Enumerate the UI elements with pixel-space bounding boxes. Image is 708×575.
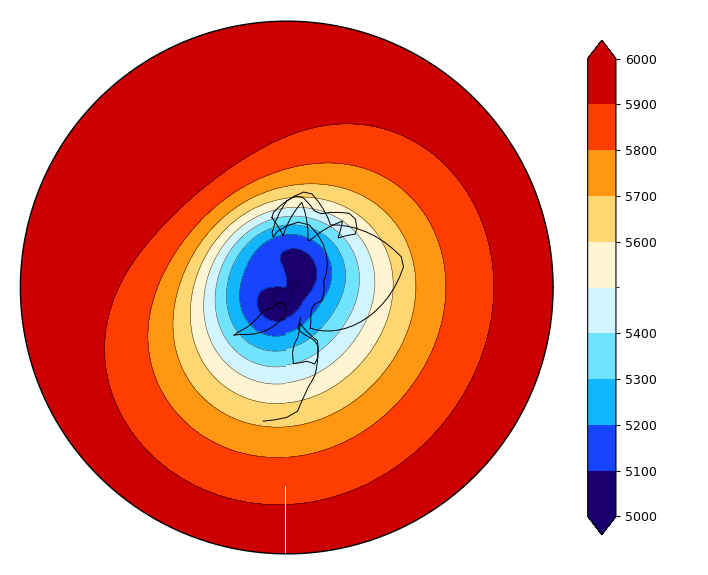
- Point: [281, 283, 292, 292]
- Point: [281, 283, 292, 292]
- Point: [281, 283, 292, 292]
- Point: [281, 283, 292, 292]
- Point: [281, 283, 292, 292]
- Point: [281, 283, 292, 292]
- Point: [281, 283, 292, 292]
- PathPatch shape: [588, 516, 616, 535]
- Point: [281, 283, 292, 292]
- Point: [281, 283, 292, 292]
- Point: [281, 283, 292, 292]
- Point: [281, 283, 292, 292]
- Point: [281, 283, 292, 292]
- Point: [281, 283, 292, 292]
- Point: [281, 283, 292, 292]
- Point: [281, 283, 292, 292]
- Point: [281, 283, 292, 292]
- PathPatch shape: [588, 40, 616, 59]
- Point: [281, 283, 292, 292]
- Point: [281, 283, 292, 292]
- Point: [281, 283, 292, 292]
- Point: [281, 283, 292, 292]
- Point: [281, 283, 292, 292]
- Point: [281, 283, 292, 292]
- Point: [281, 283, 292, 292]
